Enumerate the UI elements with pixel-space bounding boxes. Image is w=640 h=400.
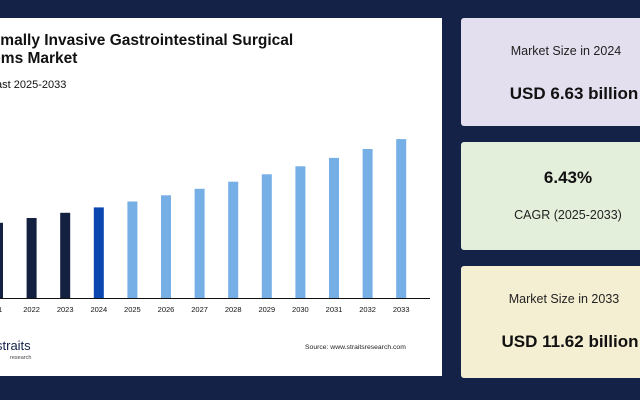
stat-value: USD 6.63 billion	[509, 84, 639, 103]
x-tick-label-2026: 2026	[158, 305, 175, 314]
bar-2022	[26, 218, 37, 298]
bar-21	[0, 222, 3, 298]
bar-2025	[127, 201, 138, 298]
x-tick-label-2027: 2027	[191, 305, 208, 314]
bar-2029	[261, 174, 272, 298]
x-tick-label-2029: 2029	[258, 305, 275, 314]
chart-panel: imally Invasive Gastrointestinal Surgica…	[0, 18, 442, 376]
x-tick-label-2025: 2025	[124, 305, 141, 314]
x-tick-label-2030: 2030	[292, 305, 309, 314]
x-tick-label-2022: 2022	[23, 305, 40, 314]
x-tick-label-2032: 2032	[359, 305, 376, 314]
source-note: Source: www.straitsresearch.com	[305, 344, 406, 351]
bar-2024	[93, 207, 104, 298]
chart-title: imally Invasive Gastrointestinal Surgica…	[0, 32, 293, 68]
stat-card-cagr: 6.43% CAGR (2025-2033)	[461, 142, 640, 250]
bar-2032	[362, 149, 373, 298]
x-tick-label-2031: 2031	[326, 305, 343, 314]
chart-subtitle: ast 2025-2033	[0, 79, 67, 91]
stat-card-market-2033: Market Size in 2033 USD 11.62 billion	[461, 266, 640, 378]
stat-label: Market Size in 2024	[510, 44, 622, 58]
x-tick-label-2028: 2028	[225, 305, 242, 314]
logo-main-text: straits	[0, 338, 31, 353]
bar-2031	[329, 157, 339, 298]
chart-title-line-1: imally Invasive Gastrointestinal Surgica…	[0, 32, 294, 49]
x-tick-label-2033: 2033	[393, 305, 410, 314]
stat-value: USD 11.62 billion	[501, 332, 639, 351]
stat-value: 6.43%	[543, 168, 593, 187]
x-tick-label-2023: 2023	[57, 305, 74, 314]
bar-2033	[396, 139, 407, 298]
logo-sub-text: research	[10, 355, 32, 361]
stat-label: Market Size in 2033	[508, 292, 620, 306]
stat-label: CAGR (2025-2033)	[514, 208, 622, 222]
straits-logo: straits research	[0, 338, 32, 364]
bar-2026	[161, 195, 171, 298]
bar-2030	[295, 166, 306, 298]
stat-card-market-2024: Market Size in 2024 USD 6.63 billion	[461, 18, 640, 126]
x-tick-label-2024: 2024	[90, 305, 107, 314]
chart-title-line-2: tems Market	[0, 50, 78, 67]
x-tick-label-21: 21	[0, 305, 2, 314]
bar-chart: 21 2022 2023 2024 2025 2026 2027 2028 2029 2030 20…	[0, 139, 430, 314]
bar-2023	[60, 212, 71, 298]
bar-2028	[228, 181, 239, 298]
bar-2027	[194, 188, 205, 298]
